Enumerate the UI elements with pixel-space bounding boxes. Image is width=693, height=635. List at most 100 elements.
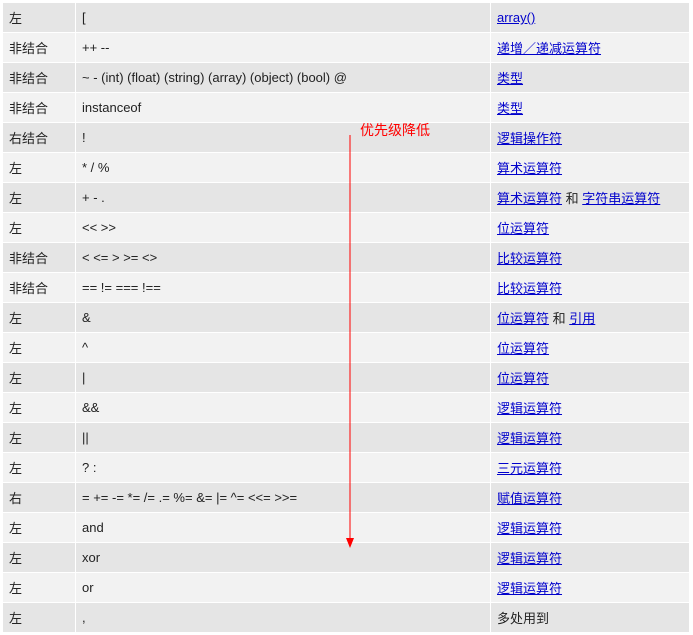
doc-link[interactable]: 类型	[497, 101, 523, 116]
cell-assoc: 右结合	[3, 123, 76, 153]
doc-link[interactable]: 三元运算符	[497, 461, 562, 476]
operator-precedence-table: 左[array()非结合++ --递增／递减运算符非结合~ - (int) (f…	[2, 2, 690, 633]
cell-operators: * / %	[76, 153, 491, 183]
doc-link[interactable]: 比较运算符	[497, 251, 562, 266]
table-row: 非结合instanceof 类型	[3, 93, 690, 123]
table-row: 左&位运算符 和 引用	[3, 303, 690, 333]
cell-operators: &&	[76, 393, 491, 423]
cell-assoc: 左	[3, 3, 76, 33]
cell-operators: ++ --	[76, 33, 491, 63]
cell-description: array()	[491, 3, 690, 33]
table-row: 左<< >> 位运算符	[3, 213, 690, 243]
cell-assoc: 左	[3, 453, 76, 483]
doc-link[interactable]: 逻辑运算符	[497, 581, 562, 596]
doc-link[interactable]: 递增／递减运算符	[497, 41, 601, 56]
doc-link[interactable]: 位运算符	[497, 371, 549, 386]
cell-description: 类型	[491, 93, 690, 123]
cell-assoc: 左	[3, 363, 76, 393]
cell-assoc: 左	[3, 393, 76, 423]
table-row: 左xor 逻辑运算符	[3, 543, 690, 573]
doc-link[interactable]: 逻辑运算符	[497, 401, 562, 416]
doc-link[interactable]: 字符串运算符	[582, 191, 660, 206]
cell-assoc: 左	[3, 543, 76, 573]
cell-description: 逻辑运算符	[491, 393, 690, 423]
doc-link[interactable]: 类型	[497, 71, 523, 86]
cell-operators: ,	[76, 603, 491, 633]
cell-operators: + - .	[76, 183, 491, 213]
description-text: 和	[549, 311, 569, 326]
cell-description: 递增／递减运算符	[491, 33, 690, 63]
cell-description: 多处用到	[491, 603, 690, 633]
doc-link[interactable]: 比较运算符	[497, 281, 562, 296]
table-row: 左&& 逻辑运算符	[3, 393, 690, 423]
cell-operators: == != === !==	[76, 273, 491, 303]
doc-link[interactable]: 引用	[569, 311, 595, 326]
cell-description: 位运算符	[491, 333, 690, 363]
cell-description: 逻辑运算符	[491, 513, 690, 543]
cell-assoc: 非结合	[3, 93, 76, 123]
cell-operators: &	[76, 303, 491, 333]
table-row: 左+ - . 算术运算符 和 字符串运算符	[3, 183, 690, 213]
cell-assoc: 右	[3, 483, 76, 513]
doc-link[interactable]: 逻辑操作符	[497, 131, 562, 146]
cell-operators: xor	[76, 543, 491, 573]
table-row: 左? : 三元运算符	[3, 453, 690, 483]
cell-description: 赋值运算符	[491, 483, 690, 513]
cell-description: 类型	[491, 63, 690, 93]
doc-link[interactable]: 算术运算符	[497, 161, 562, 176]
doc-link[interactable]: 位运算符	[497, 341, 549, 356]
table-row: 非结合++ -- 递增／递减运算符	[3, 33, 690, 63]
cell-operators: < <= > >= <>	[76, 243, 491, 273]
cell-assoc: 左	[3, 603, 76, 633]
cell-description: 逻辑运算符	[491, 423, 690, 453]
table-row: 左^位运算符	[3, 333, 690, 363]
doc-link[interactable]: 位运算符	[497, 221, 549, 236]
doc-link[interactable]: 逻辑运算符	[497, 521, 562, 536]
table-row: 左* / % 算术运算符	[3, 153, 690, 183]
cell-assoc: 左	[3, 183, 76, 213]
table-row: 非结合< <= > >= <> 比较运算符	[3, 243, 690, 273]
cell-assoc: 非结合	[3, 243, 76, 273]
table-row: 左and逻辑运算符	[3, 513, 690, 543]
cell-description: 逻辑运算符	[491, 573, 690, 603]
doc-link[interactable]: 逻辑运算符	[497, 551, 562, 566]
cell-operators: or	[76, 573, 491, 603]
table-row: 左| 位运算符	[3, 363, 690, 393]
cell-description: 位运算符	[491, 363, 690, 393]
cell-assoc: 左	[3, 153, 76, 183]
cell-operators: ~ - (int) (float) (string) (array) (obje…	[76, 63, 491, 93]
doc-link[interactable]: 逻辑运算符	[497, 431, 562, 446]
cell-operators: << >>	[76, 213, 491, 243]
cell-assoc: 非结合	[3, 63, 76, 93]
doc-link[interactable]: 算术运算符	[497, 191, 562, 206]
cell-description: 逻辑运算符	[491, 543, 690, 573]
cell-operators: ||	[76, 423, 491, 453]
table-row: 非结合~ - (int) (float) (string) (array) (o…	[3, 63, 690, 93]
doc-link[interactable]: 位运算符	[497, 311, 549, 326]
cell-assoc: 左	[3, 573, 76, 603]
cell-description: 位运算符 和 引用	[491, 303, 690, 333]
cell-operators: ? :	[76, 453, 491, 483]
cell-assoc: 左	[3, 303, 76, 333]
cell-assoc: 左	[3, 333, 76, 363]
table-body: 左[array()非结合++ --递增／递减运算符非结合~ - (int) (f…	[3, 3, 690, 633]
doc-link[interactable]: 赋值运算符	[497, 491, 562, 506]
cell-description: 算术运算符	[491, 153, 690, 183]
cell-operators: |	[76, 363, 491, 393]
table-row: 左,多处用到	[3, 603, 690, 633]
cell-assoc: 非结合	[3, 33, 76, 63]
cell-description: 比较运算符	[491, 243, 690, 273]
cell-description: 位运算符	[491, 213, 690, 243]
description-text: 和	[562, 191, 582, 206]
cell-assoc: 左	[3, 213, 76, 243]
cell-operators: = += -= *= /= .= %= &= |= ^= <<= >>=	[76, 483, 491, 513]
doc-link[interactable]: array()	[497, 10, 535, 25]
cell-assoc: 左	[3, 423, 76, 453]
table-row: 左[array()	[3, 3, 690, 33]
table-row: 非结合== != === !==比较运算符	[3, 273, 690, 303]
table-row: 右= += -= *= /= .= %= &= |= ^= <<= >>= 赋值运…	[3, 483, 690, 513]
cell-assoc: 左	[3, 513, 76, 543]
cell-operators: instanceof	[76, 93, 491, 123]
cell-description: 三元运算符	[491, 453, 690, 483]
cell-description: 比较运算符	[491, 273, 690, 303]
